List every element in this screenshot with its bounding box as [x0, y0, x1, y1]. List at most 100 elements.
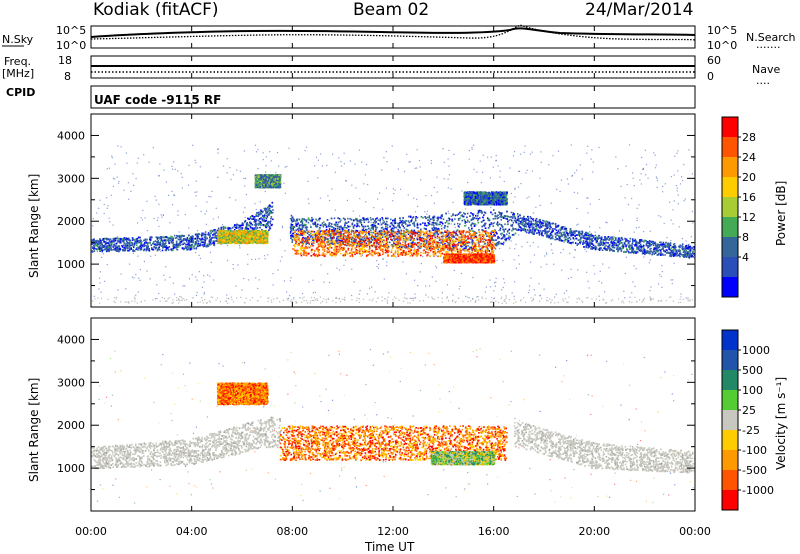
power-band-cell: [662, 245, 664, 248]
power-noise-cell: [173, 194, 175, 196]
power-band-cell: [355, 217, 357, 220]
power-noise-cell: [472, 297, 474, 300]
power-noise-cell: [471, 148, 473, 150]
power-noise-cell: [417, 284, 419, 287]
power-noise-cell: [636, 219, 638, 222]
power-noise-cell: [289, 280, 291, 282]
power-band-cell: [116, 247, 119, 250]
power-band-cell: [376, 245, 378, 248]
power-noise-cell: [520, 153, 522, 155]
power-band-cell: [139, 249, 142, 251]
power-band-cell: [295, 242, 297, 245]
power-noise-cell: [677, 150, 679, 152]
power-band-cell: [587, 234, 590, 237]
power-band-cell: [692, 256, 694, 258]
power-noise-cell: [514, 187, 516, 189]
power-band-cell: [368, 245, 371, 247]
power-band-cell: [363, 225, 365, 228]
power-noise-cell: [458, 288, 460, 290]
power-noise-cell: [538, 195, 540, 197]
power-band-cell: [687, 256, 690, 259]
power-noise-cell: [630, 248, 632, 250]
power-noise-cell: [212, 279, 215, 281]
power-band-cell: [482, 216, 484, 219]
power-noise-cell: [681, 237, 683, 240]
power-noise-cell: [601, 282, 603, 284]
power-band-cell: [256, 223, 258, 225]
power-band-cell: [587, 237, 590, 240]
power-band-cell: [683, 249, 685, 252]
power-band-cell: [324, 233, 327, 236]
power-band-cell: [689, 250, 692, 253]
power-band-cell: [357, 236, 359, 239]
power-noise-cell: [283, 280, 286, 282]
power-noise-cell: [567, 277, 570, 280]
power-noise-cell: [691, 210, 694, 213]
power-band-cell: [447, 243, 449, 246]
power-noise-cell: [235, 285, 237, 287]
power-band-cell: [591, 242, 593, 245]
power-band-cell: [238, 224, 241, 227]
power-band-cell: [534, 230, 536, 233]
power-band-cell: [368, 233, 371, 236]
power-band-cell: [544, 231, 547, 233]
power-band-cell: [249, 215, 252, 218]
power-band-cell: [546, 232, 548, 235]
power-band-cell: [160, 235, 162, 238]
power-band-cell: [453, 223, 456, 226]
power-band-cell: [619, 248, 621, 250]
power-band-cell: [346, 244, 348, 247]
power-band-cell: [484, 222, 486, 225]
power-noise-cell: [513, 259, 515, 261]
power-band-cell: [161, 249, 164, 252]
power-band-cell: [311, 237, 314, 240]
power-noise-cell: [511, 292, 513, 294]
power-noise-cell: [680, 176, 683, 178]
power-band-cell: [664, 243, 666, 246]
power-band-cell: [454, 245, 457, 248]
power-noise-cell: [364, 174, 366, 176]
power-noise-cell: [359, 198, 361, 200]
power-band-cell: [328, 228, 331, 230]
power-band-cell: [199, 238, 201, 240]
power-noise-cell: [529, 245, 531, 247]
power-noise-cell: [199, 166, 201, 168]
power-noise-cell: [111, 155, 113, 157]
power-noise-cell: [374, 291, 376, 293]
power-band-cell: [438, 223, 441, 226]
power-noise-cell: [591, 149, 593, 151]
power-noise-cell: [334, 171, 336, 173]
power-noise-cell: [133, 184, 135, 187]
power-noise-cell: [385, 151, 387, 153]
power-noise-cell: [384, 298, 386, 300]
power-noise-cell: [391, 145, 393, 147]
power-noise-cell: [103, 280, 106, 282]
power-noise-cell: [647, 177, 649, 179]
power-noise-cell: [419, 166, 421, 168]
power-noise-cell: [675, 184, 677, 187]
power-band-cell: [349, 217, 351, 220]
power-noise-cell: [471, 146, 473, 149]
power-band-cell: [97, 244, 99, 246]
power-noise-cell: [409, 297, 411, 299]
power-noise-cell: [501, 234, 503, 237]
power-noise-cell: [529, 153, 532, 155]
power-band-cell: [458, 242, 460, 244]
power-noise-cell: [658, 283, 660, 285]
power-band-cell: [114, 247, 117, 249]
power-noise-cell: [181, 187, 183, 189]
power-band-cell: [103, 249, 105, 251]
power-noise-cell: [543, 288, 545, 290]
power-band-cell: [149, 236, 152, 239]
power-band-cell: [267, 206, 269, 209]
power-noise-cell: [177, 170, 179, 172]
power-band-cell: [263, 213, 266, 216]
power-band-cell: [458, 211, 461, 214]
power-noise-cell: [258, 258, 260, 260]
power-noise-cell: [561, 269, 563, 271]
power-noise-cell: [638, 226, 640, 228]
power-noise-cell: [137, 157, 139, 159]
power-band-cell: [185, 246, 187, 248]
power-noise-cell: [419, 271, 421, 273]
power-noise-cell: [143, 154, 145, 156]
